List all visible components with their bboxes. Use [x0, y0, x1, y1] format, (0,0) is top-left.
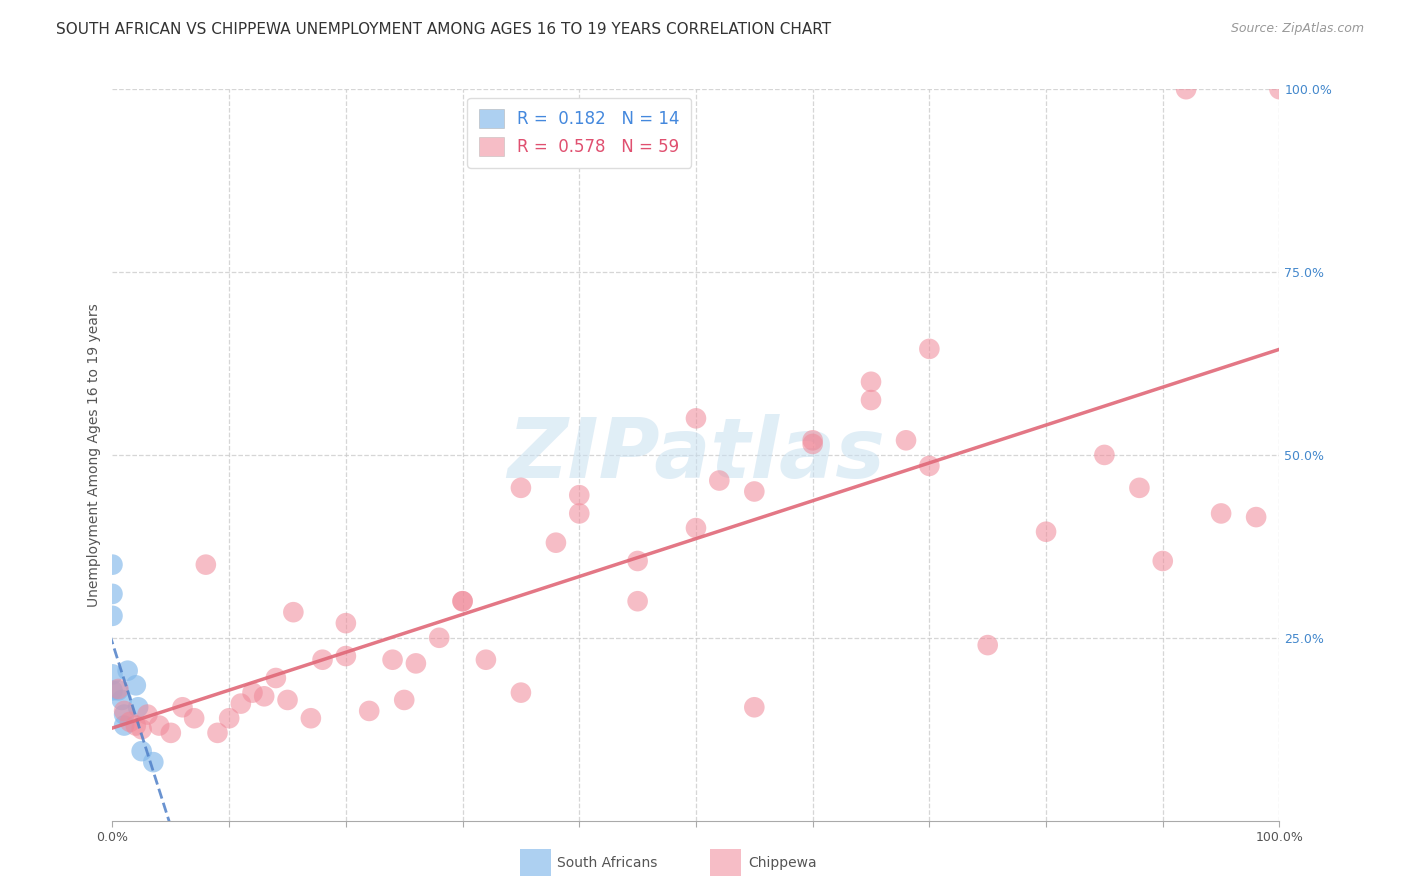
Point [172, 700, 194, 714]
Point [859, 375, 883, 389]
Text: SOUTH AFRICAN VS CHIPPEWA UNEMPLOYMENT AMONG AGES 16 TO 19 YEARS CORRELATION CHA: SOUTH AFRICAN VS CHIPPEWA UNEMPLOYMENT A… [56, 22, 831, 37]
Point [242, 686, 264, 700]
Point [299, 711, 322, 725]
Point [544, 535, 567, 549]
Point [801, 437, 824, 451]
Point [118, 714, 141, 729]
Point [405, 657, 427, 671]
Point [1035, 524, 1057, 539]
Point [142, 755, 165, 769]
Point [1268, 82, 1291, 96]
Point [101, 608, 124, 623]
Point [509, 481, 531, 495]
Point [381, 653, 404, 667]
Point [125, 678, 148, 692]
Point [112, 707, 135, 722]
Point [160, 726, 183, 740]
Point [183, 711, 205, 725]
Point [107, 683, 129, 698]
Point [627, 594, 650, 608]
Point [131, 723, 153, 737]
Point [742, 700, 765, 714]
Point [475, 653, 498, 667]
Text: Source: ZipAtlas.com: Source: ZipAtlas.com [1230, 22, 1364, 36]
Point [117, 664, 139, 678]
Legend: R =  0.182   N = 14, R =  0.578   N = 59: R = 0.182 N = 14, R = 0.578 N = 59 [467, 97, 692, 168]
Point [568, 488, 591, 502]
Text: Chippewa: Chippewa [748, 855, 817, 870]
Point [136, 707, 159, 722]
Point [1209, 507, 1232, 521]
Point [229, 697, 252, 711]
Point [392, 693, 416, 707]
Point [112, 718, 135, 732]
Point [131, 744, 153, 758]
Point [451, 594, 474, 608]
Point [568, 507, 591, 521]
Point [1244, 510, 1267, 524]
Point [276, 693, 298, 707]
Point [107, 681, 129, 696]
Point [112, 704, 135, 718]
Point [685, 521, 707, 535]
Point [685, 411, 707, 425]
Text: South Africans: South Africans [557, 855, 657, 870]
Text: ZIPatlas: ZIPatlas [508, 415, 884, 495]
Point [264, 671, 287, 685]
Point [859, 393, 883, 408]
Point [335, 649, 357, 664]
Point [451, 594, 474, 608]
Point [1092, 448, 1115, 462]
Point [101, 683, 124, 698]
Point [311, 653, 333, 667]
Point [101, 587, 124, 601]
Point [918, 458, 941, 473]
Point [918, 342, 941, 356]
Point [194, 558, 217, 572]
Point [1175, 82, 1198, 96]
Point [801, 434, 824, 448]
Point [742, 484, 765, 499]
Point [627, 554, 650, 568]
Point [1128, 481, 1150, 495]
Point [976, 638, 998, 652]
Point [127, 700, 149, 714]
Point [1152, 554, 1174, 568]
Point [427, 631, 450, 645]
Point [359, 704, 381, 718]
Point [207, 726, 229, 740]
Point [101, 558, 124, 572]
Point [111, 693, 134, 707]
Point [101, 667, 124, 681]
Point [509, 686, 531, 700]
Point [218, 711, 240, 725]
Y-axis label: Unemployment Among Ages 16 to 19 years: Unemployment Among Ages 16 to 19 years [87, 303, 101, 607]
Point [253, 690, 276, 704]
Point [335, 616, 357, 631]
Point [283, 605, 305, 619]
Point [148, 718, 170, 732]
Point [894, 434, 917, 448]
Point [709, 474, 731, 488]
Point [125, 718, 148, 732]
